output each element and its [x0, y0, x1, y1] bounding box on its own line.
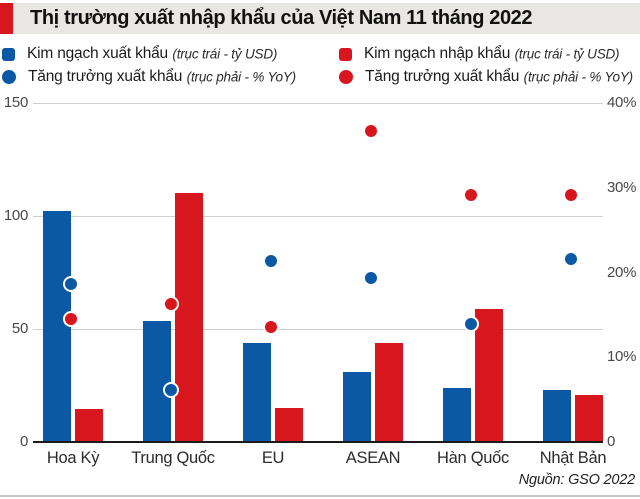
import-value-bar	[75, 409, 103, 442]
left-axis-tick: 100	[3, 207, 28, 224]
export-value-bar	[443, 387, 471, 442]
import-growth-dot	[463, 187, 479, 204]
import-value-bar	[575, 394, 603, 442]
import-growth-dot	[563, 187, 579, 204]
x-axis-line	[33, 441, 603, 443]
import-growth-dot	[163, 296, 179, 313]
category-label: Hoa Kỳ	[46, 449, 100, 467]
left-axis-tick: 150	[3, 94, 28, 111]
import-value-legend-swatch	[339, 47, 352, 61]
gridline	[33, 215, 603, 217]
export-value-bar	[543, 390, 571, 442]
export-value-bar	[343, 371, 371, 442]
legend-note: (trục trái - tỷ USD)	[514, 46, 620, 62]
export-value-bar	[43, 211, 71, 442]
title-band	[0, 3, 640, 34]
left-axis-tick: 50	[11, 320, 28, 337]
import-value-bar	[375, 342, 403, 442]
import-growth-dot	[63, 310, 79, 327]
source-note: Nguồn: GSO 2022	[518, 472, 636, 488]
category-label: Hàn Quốc	[437, 449, 509, 467]
import-value-bar	[475, 308, 503, 442]
category-label: ASEAN	[345, 449, 401, 467]
import-growth-dot	[263, 319, 279, 336]
export-value-bar	[243, 342, 271, 442]
legend-label: Kim ngạch nhập khẩu	[364, 45, 511, 62]
legend-item-import-value: Kim ngạch nhập khẩu (trục trái - tỷ USD)	[339, 45, 620, 62]
export-value-legend-swatch	[2, 47, 15, 61]
gridline	[33, 328, 603, 330]
legend-note: (trục phải - % YoY)	[523, 69, 633, 85]
export-growth-dot	[263, 253, 279, 270]
title-accent-bar	[0, 3, 13, 34]
legend-note: (trục trái - tỷ USD)	[172, 46, 278, 62]
bottom-divider	[0, 495, 640, 497]
right-axis-tick: 30%	[607, 178, 637, 196]
right-axis-tick: 20%	[607, 263, 637, 281]
legend-item-import-growth: Tăng trưởng xuất khẩu (trục phải - % YoY…	[339, 68, 633, 85]
export-growth-dot	[463, 315, 479, 332]
category-label: EU	[261, 449, 285, 467]
import-value-bar	[275, 408, 303, 442]
legend-label: Tăng trưởng xuất khẩu	[28, 68, 183, 85]
export-growth-dot	[363, 270, 379, 287]
legend-item-export-value: Kim ngạch xuất khẩu (trục trái - tỷ USD)	[2, 45, 278, 62]
right-axis-tick: 40%	[607, 94, 637, 111]
category-label: Nhật Bản	[539, 449, 607, 467]
right-axis-tick: 0	[607, 433, 616, 450]
page-title: Thị trường xuất nhập khẩu của Việt Nam 1…	[30, 7, 533, 29]
import-value-bar	[175, 193, 203, 442]
legend-note: (trục phải - % YoY)	[186, 69, 296, 85]
import-growth-legend-dot	[339, 70, 353, 84]
gridline	[33, 102, 603, 104]
export-growth-dot	[563, 250, 579, 267]
legend-label: Kim ngạch xuất khẩu	[27, 45, 168, 62]
export-growth-legend-dot	[2, 70, 16, 84]
left-axis-tick: 0	[19, 433, 28, 450]
export-growth-dot	[163, 381, 179, 398]
right-axis-tick: 10%	[607, 348, 637, 366]
legend-label: Tăng trưởng xuất khẩu	[365, 68, 520, 85]
export-growth-dot	[63, 276, 79, 293]
export-value-bar	[143, 321, 171, 442]
category-label: Trung Quốc	[131, 449, 215, 467]
import-growth-dot	[363, 122, 379, 139]
legend-item-export-growth: Tăng trưởng xuất khẩu (trục phải - % YoY…	[2, 68, 296, 85]
